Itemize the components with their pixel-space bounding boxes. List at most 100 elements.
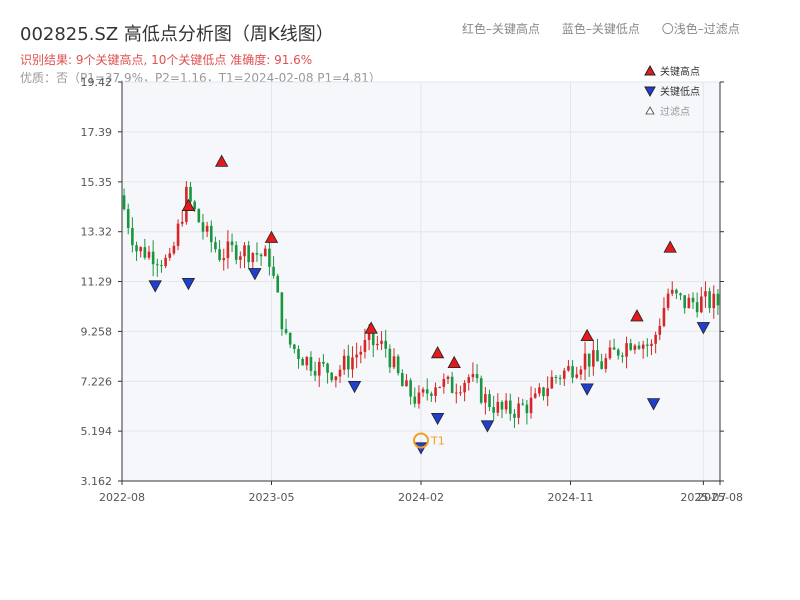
key-high-marker <box>214 154 229 167</box>
candle <box>243 242 246 269</box>
key-high-marker <box>447 355 461 369</box>
candle <box>454 383 458 404</box>
x-tick-label: 2025-07 <box>680 491 726 504</box>
candle <box>247 240 250 270</box>
candle <box>380 331 383 351</box>
candle <box>542 386 545 401</box>
candle <box>533 388 537 399</box>
candle <box>122 188 126 211</box>
candle <box>151 240 155 277</box>
candle <box>434 382 437 403</box>
candle <box>592 339 595 376</box>
candle <box>675 288 678 299</box>
candle <box>700 287 703 314</box>
candle <box>508 393 512 421</box>
candle <box>712 285 716 319</box>
candle <box>621 352 624 363</box>
candle <box>608 340 612 360</box>
candle <box>430 391 433 402</box>
candle <box>438 386 441 389</box>
candle <box>600 353 603 370</box>
candle <box>334 376 338 388</box>
candle <box>496 393 500 417</box>
candle <box>342 349 346 375</box>
candle <box>330 371 334 383</box>
y-tick-label: 11.29 <box>81 276 113 289</box>
candle <box>538 383 541 397</box>
legend-high-symbol <box>644 64 656 76</box>
candle <box>683 295 687 314</box>
candle <box>625 336 628 369</box>
candle <box>662 297 666 328</box>
candle <box>442 373 446 394</box>
candle <box>612 338 616 350</box>
candle <box>583 341 587 381</box>
legend-high-label: 关键高点 <box>660 65 700 78</box>
candle <box>654 331 657 354</box>
candle <box>704 281 707 308</box>
candle <box>463 380 466 402</box>
candle <box>658 318 662 341</box>
candle <box>351 346 354 378</box>
y-tick-label: 5.194 <box>81 425 113 438</box>
candle <box>326 362 329 384</box>
y-tick-label: 19.42 <box>81 76 113 89</box>
candle <box>218 240 221 262</box>
key-low-marker <box>646 398 661 411</box>
candle <box>384 329 388 358</box>
candle <box>359 345 363 364</box>
candle <box>322 354 325 367</box>
key-high-marker <box>264 230 279 243</box>
candle <box>425 378 429 401</box>
candle <box>396 354 400 376</box>
legend-filtered-label: 过滤点 <box>660 105 690 118</box>
candle <box>263 245 267 257</box>
x-tick-label: 2025-08 <box>697 491 743 504</box>
candle <box>471 362 475 382</box>
candle <box>679 292 682 301</box>
legend-low-label: 关键低点 <box>660 85 700 98</box>
candle <box>579 365 583 380</box>
candle <box>641 340 645 359</box>
candle <box>147 245 151 260</box>
candle <box>650 339 653 356</box>
key-point-markers: T1 <box>148 154 711 455</box>
top-legend: 红色–关键高点 蓝色–关键低点 〇浅色–过滤点 <box>462 20 758 37</box>
y-tick-label: 3.162 <box>81 475 113 488</box>
candle <box>521 398 525 406</box>
candle <box>230 233 234 252</box>
candle <box>143 238 147 260</box>
legend-filtered-symbol <box>645 106 655 115</box>
candle <box>160 259 163 273</box>
x-tick-label: 2022-08 <box>99 491 145 504</box>
candle <box>301 357 304 366</box>
candle <box>413 387 417 408</box>
candle <box>562 367 566 386</box>
y-tick-label: 9.258 <box>81 325 113 338</box>
candle <box>205 221 209 238</box>
candle <box>417 385 421 409</box>
candle <box>317 357 321 387</box>
candle <box>155 258 159 277</box>
candle <box>475 364 479 384</box>
legend-low-symbol <box>644 86 656 98</box>
candle <box>222 248 226 271</box>
chart-legend: 关键高点 关键低点 过滤点 <box>644 64 700 118</box>
candle <box>550 370 554 389</box>
candle <box>421 387 425 397</box>
candle <box>280 292 284 336</box>
candle <box>500 400 504 419</box>
candle <box>459 385 462 397</box>
chart-title: 002825.SZ 高低点分析图（周K线图） <box>20 24 334 45</box>
x-tick-label: 2024-11 <box>548 491 594 504</box>
candle <box>234 241 238 265</box>
candle <box>388 344 392 373</box>
candle <box>172 241 176 256</box>
candle <box>168 247 172 261</box>
candle <box>587 353 591 377</box>
candle <box>164 254 167 269</box>
top-legend-red: 红色–关键高点 <box>462 22 541 36</box>
key-low-marker <box>148 280 162 293</box>
candle <box>670 281 674 297</box>
candle <box>180 210 184 227</box>
